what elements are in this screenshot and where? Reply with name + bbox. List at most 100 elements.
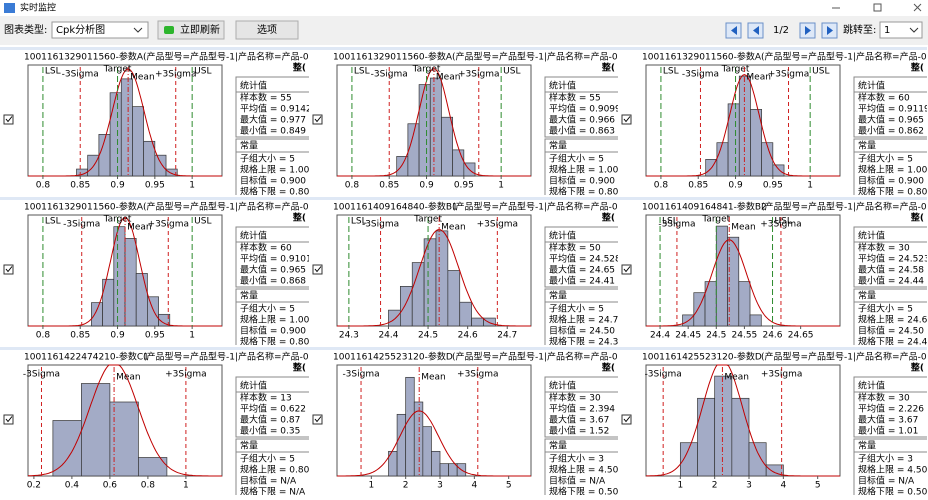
chart-type-select[interactable]	[51, 21, 149, 39]
const-row: 规格下限 = 0.50	[549, 486, 619, 498]
histogram-bar	[452, 149, 465, 177]
x-tick-label: 24.45	[675, 331, 701, 341]
const-row: 规格上限 = 1.000	[858, 164, 928, 176]
stat-row: 最小值 = 0.863	[549, 125, 615, 137]
const-row: 规格下限 = 0.800	[858, 186, 928, 198]
normal-curve	[337, 228, 531, 327]
panel-subtitle: (产品型号=产品型号-1|产品名称=产品-01|产	[452, 201, 635, 213]
checkbox[interactable]	[621, 114, 632, 125]
x-tick-label: 0.8	[36, 181, 51, 191]
reference-label: -3Sigma	[371, 70, 408, 80]
histogram-bar	[52, 420, 82, 477]
const-box	[544, 138, 618, 195]
stats-box	[544, 76, 618, 138]
const-header: 常量	[240, 290, 258, 302]
panel-subtitle: (产品型号=产品型号-1|产品名称=产品-01|产	[761, 51, 928, 63]
stat-row: 最小值 = 0.868	[240, 275, 306, 287]
header-strip	[309, 47, 618, 50]
page-indicator: 1/2	[773, 25, 789, 36]
reference-label: Mean	[731, 223, 756, 233]
stat-row: 样本数 = 30	[858, 242, 910, 254]
checkbox[interactable]	[621, 414, 632, 425]
stat-row: 平均值 = 0.9142	[240, 103, 312, 115]
jump-select[interactable]	[879, 21, 923, 39]
x-tick-label: 24.65	[788, 331, 814, 341]
check	[623, 266, 631, 273]
panel-subtitle: (产品型号=产品型号-1|产品名称=产品-01|产	[761, 201, 928, 213]
reference-label: +3Sigma	[148, 220, 189, 230]
checkbox[interactable]	[312, 264, 323, 275]
histogram-bar	[423, 238, 437, 327]
stats-box	[235, 226, 309, 288]
reference-label: -3Sigma	[645, 370, 682, 380]
const-row: 目标值 = 0.900	[549, 175, 615, 187]
checkbox[interactable]	[312, 414, 323, 425]
checkbox[interactable]	[3, 264, 14, 275]
const-row: 规格下限 = 0.50	[858, 486, 928, 498]
stat-row: 样本数 = 30	[858, 392, 910, 404]
checkbox[interactable]	[621, 264, 632, 275]
header-strip	[618, 47, 927, 50]
x-tick-label: 5	[815, 481, 821, 491]
stat-row: 最小值 = 24.44	[858, 275, 924, 287]
stat-row: 样本数 = 55	[240, 92, 292, 104]
histogram-bar	[413, 401, 424, 477]
stat-row: 平均值 = 0.9119	[858, 103, 928, 115]
refresh-button[interactable]	[157, 20, 225, 40]
title-bar	[0, 0, 928, 16]
const-row: 规格上限 = 1.000	[240, 314, 315, 326]
const-header: 常量	[858, 140, 876, 152]
reference-label: Mean	[130, 73, 155, 83]
panel-subtitle: (产品型号=产品型号-1|产品名称=产品-01|产	[452, 51, 635, 63]
refresh-icon	[164, 26, 174, 34]
x-tick-label: 24.4	[650, 331, 670, 341]
stat-row: 最大值 = 24.58	[858, 264, 924, 276]
stat-row: 平均值 = 0.9099	[549, 103, 621, 115]
x-tick-label: 2	[712, 481, 718, 491]
stats-box	[853, 76, 927, 138]
x-tick-label: 0.8	[36, 331, 51, 341]
reference-label: Mean	[421, 373, 446, 383]
stat-row: 最小值 = 1.01	[858, 425, 918, 437]
x-tick-label: 0.9	[728, 181, 743, 191]
const-header: 常量	[240, 140, 258, 152]
reference-label: +3Sigma	[768, 70, 809, 80]
side-header: 整(	[292, 212, 306, 224]
stats-header: 统计值	[240, 80, 267, 92]
reference-label: -3Sigma	[63, 220, 100, 230]
histogram-bar	[447, 270, 461, 327]
normal-curve	[646, 239, 840, 327]
x-tick-label: 0.85	[379, 181, 399, 191]
x-tick-label: 24.55	[732, 331, 758, 341]
stat-row: 最大值 = 3.67	[858, 414, 918, 426]
stat-row: 样本数 = 50	[549, 242, 601, 254]
reference-label: LSL	[662, 217, 678, 227]
reference-label: Mean	[127, 223, 152, 233]
x-tick-label: 1	[807, 181, 813, 191]
histogram-bar	[431, 450, 441, 477]
panel-subtitle: (产品型号=产品型号-1|产品名称=产品-01|产	[143, 201, 326, 213]
x-tick-label: 1	[677, 481, 683, 491]
const-box	[853, 438, 927, 495]
x-tick-label: 0.85	[70, 331, 90, 341]
options-button[interactable]	[235, 20, 299, 40]
reference-label: +3Sigma	[165, 370, 206, 380]
stats-header: 统计值	[549, 380, 576, 392]
stat-row: 样本数 = 30	[549, 392, 601, 404]
stat-row: 平均值 = 2.394	[549, 403, 615, 415]
reference-label: -3Sigma	[23, 370, 60, 380]
checkbox[interactable]	[3, 414, 14, 425]
checkbox[interactable]	[3, 114, 14, 125]
x-tick-label: 0.9	[419, 181, 434, 191]
stat-row: 最小值 = 1.52	[549, 425, 609, 437]
histogram-bar	[109, 401, 139, 477]
const-row: 规格下限 = 0.800	[549, 186, 624, 198]
refresh-label: 立即刷新	[180, 23, 220, 36]
stat-row: 样本数 = 60	[240, 242, 292, 254]
stats-header: 统计值	[858, 380, 885, 392]
stat-row: 最小值 = 0.862	[858, 125, 924, 137]
header-strip	[309, 347, 618, 350]
stat-row: 最大值 = 0.965	[858, 114, 924, 126]
toolbar	[0, 16, 928, 45]
checkbox[interactable]	[312, 114, 323, 125]
